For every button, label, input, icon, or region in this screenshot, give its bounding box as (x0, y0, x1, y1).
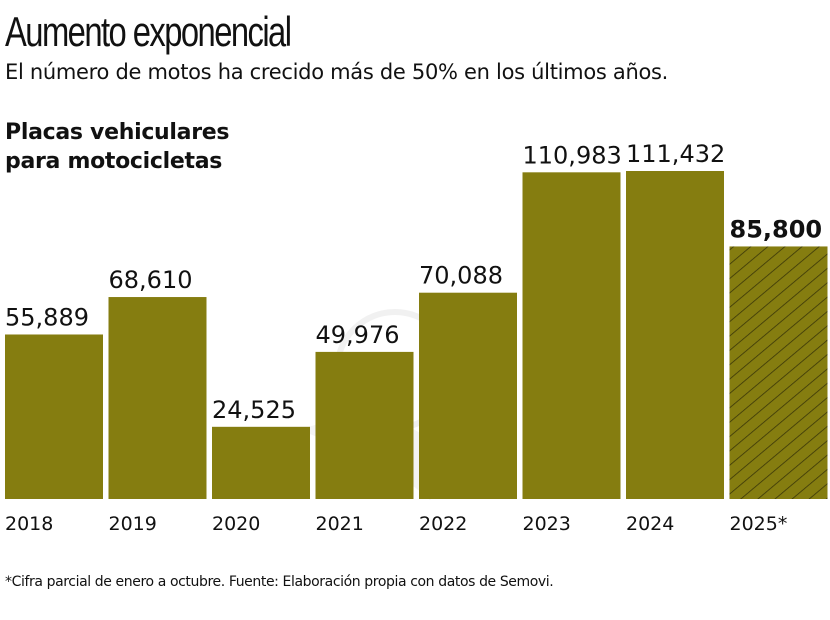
bar-2023 (522, 172, 621, 499)
data-label-2020: 24,525 (212, 396, 296, 424)
bar-2019 (108, 297, 207, 499)
data-label-2021: 49,976 (316, 321, 400, 349)
x-tick-label: 2022 (419, 513, 467, 535)
bar-2021 (315, 351, 414, 499)
x-tick-label: 2025* (730, 513, 788, 535)
data-label-2019: 68,610 (109, 266, 193, 294)
bar-2024 (626, 171, 724, 499)
footnote: *Cifra parcial de enero a octubre. Fuent… (5, 574, 554, 590)
x-tick-label: 2020 (212, 513, 260, 535)
bar-2022 (419, 292, 517, 499)
data-label-2018: 55,889 (5, 303, 89, 331)
data-label-2022: 70,088 (419, 262, 503, 290)
chart-subtitle: El número de motos ha crecido más de 50%… (5, 60, 669, 84)
x-tick-label: 2021 (316, 513, 364, 535)
x-tick-label: 2019 (109, 513, 157, 535)
x-tick-label: 2018 (5, 513, 53, 535)
chart-title: Aumento exponencial (5, 8, 292, 55)
bar-chart: 55,889 2018 68,610 2019 24,525 2020 49,976 2021… (5, 140, 828, 535)
bar-2018 (5, 334, 103, 499)
data-label-2025*: 85,800 (730, 215, 823, 243)
bar-2025* (729, 246, 828, 499)
chart-heading: Placas vehiculares para motocicletas (5, 120, 230, 174)
x-tick-label: 2023 (523, 513, 571, 535)
data-label-2023: 110,983 (523, 141, 622, 169)
data-label-2024: 111,432 (626, 140, 725, 168)
x-tick-label: 2024 (626, 513, 674, 535)
bar-2020 (212, 426, 310, 499)
